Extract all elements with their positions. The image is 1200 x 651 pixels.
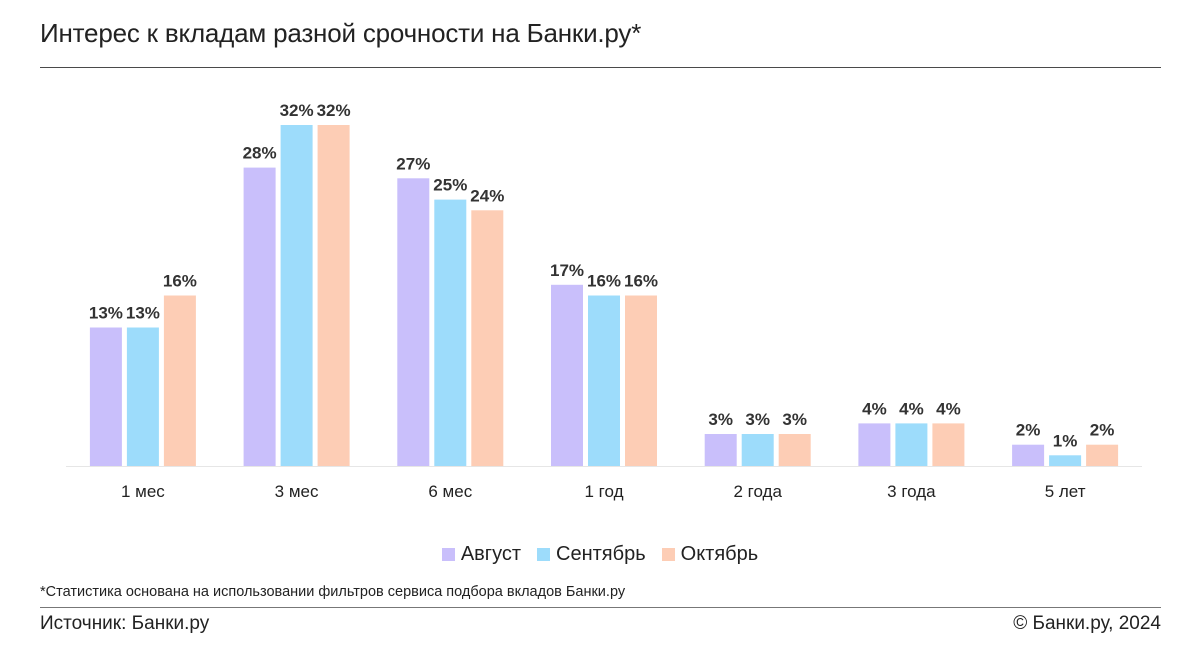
chart-title: Интерес к вкладам разной срочности на Ба… — [40, 18, 642, 48]
x-tick-label-6: 5 лет — [1045, 482, 1086, 501]
bar-august-2 — [397, 178, 430, 467]
footnote: *Статистика основана на использовании фи… — [40, 584, 626, 600]
bar-september-6 — [1049, 455, 1082, 466]
legend-item-october: Октябрь — [661, 543, 759, 566]
footer-divider — [40, 607, 1161, 608]
bar-september-5 — [895, 423, 928, 466]
data-label-october-5: 4% — [936, 399, 961, 418]
bar-september-0 — [126, 327, 159, 466]
legend-label-october: Октябрь — [680, 543, 759, 565]
bar-october-1 — [317, 125, 350, 466]
data-label-october-2: 24% — [470, 186, 504, 205]
legend-item-september: Сентябрь — [537, 543, 646, 566]
data-label-august-3: 17% — [550, 261, 584, 280]
x-tick-label-4: 2 года — [733, 482, 782, 501]
legend-label-august: Август — [460, 543, 522, 565]
bar-september-2 — [434, 199, 467, 466]
title-divider — [40, 67, 1161, 68]
bar-october-6 — [1086, 444, 1119, 466]
bar-august-6 — [1012, 444, 1045, 466]
source-text: Источник: Банки.ру — [40, 613, 210, 634]
data-label-august-4: 3% — [708, 410, 733, 429]
legend-swatch-august — [441, 548, 455, 561]
bar-october-3 — [625, 295, 657, 466]
bar-august-4 — [704, 434, 737, 466]
x-tick-label-3: 1 год — [584, 482, 623, 501]
bar-august-5 — [858, 423, 891, 466]
data-label-september-1: 32% — [280, 101, 314, 120]
bar-august-0 — [89, 327, 122, 466]
bar-october-2 — [471, 210, 504, 467]
legend-label-september: Сентябрь — [556, 543, 646, 565]
bar-october-0 — [163, 295, 196, 466]
data-label-october-0: 16% — [163, 272, 197, 291]
copyright-text: © Банки.ру, 2024 — [1013, 613, 1161, 634]
data-label-september-3: 16% — [587, 272, 621, 291]
data-label-august-0: 13% — [89, 304, 123, 323]
data-label-september-4: 3% — [745, 410, 770, 429]
data-label-august-2: 27% — [396, 154, 430, 173]
chart-legend: Август Сентябрь Октябрь — [0, 543, 1200, 566]
data-label-october-4: 3% — [782, 410, 807, 429]
data-label-september-0: 13% — [126, 304, 160, 323]
bar-october-4 — [778, 434, 811, 466]
data-label-august-5: 4% — [862, 399, 887, 418]
x-tick-label-0: 1 мес — [121, 482, 165, 501]
x-tick-label-5: 3 года — [887, 482, 936, 501]
data-label-august-6: 2% — [1016, 421, 1041, 440]
legend-item-august: Август — [441, 543, 522, 566]
x-tick-label-1: 3 мес — [275, 482, 319, 501]
data-label-september-5: 4% — [899, 399, 924, 418]
legend-swatch-october — [661, 548, 675, 561]
bar-august-1 — [243, 167, 276, 466]
x-tick-label-2: 6 мес — [428, 482, 472, 501]
data-label-october-3: 16% — [624, 272, 658, 291]
data-label-september-2: 25% — [433, 176, 467, 195]
bar-september-3 — [588, 295, 620, 466]
data-label-september-6: 1% — [1053, 431, 1078, 450]
data-label-october-1: 32% — [317, 101, 351, 120]
legend-swatch-september — [537, 548, 551, 561]
bar-october-5 — [932, 423, 965, 466]
bar-september-4 — [741, 434, 774, 466]
bar-august-3 — [551, 284, 583, 466]
bar-september-1 — [280, 125, 313, 466]
data-label-august-1: 28% — [243, 144, 277, 163]
data-label-october-6: 2% — [1090, 421, 1115, 440]
